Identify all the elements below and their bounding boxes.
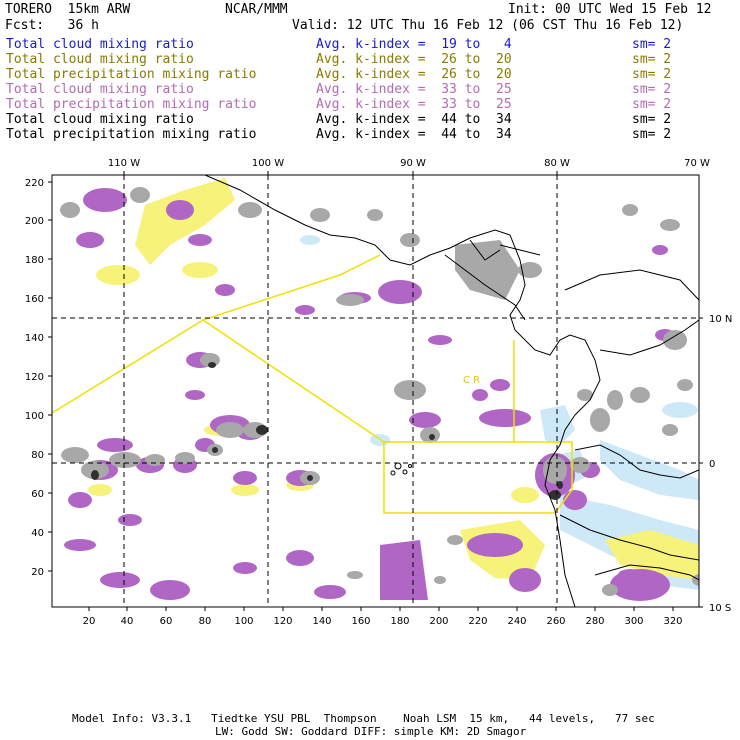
legend-field-3: Total cloud mixing ratio <box>6 82 194 97</box>
legend-kindex-6: Avg. k-index = 44 to 34 <box>316 127 512 142</box>
bottom-label: 80 <box>199 616 212 627</box>
legend-kindex-2: Avg. k-index = 26 to 20 <box>316 67 512 82</box>
legend-field-4: Total precipitation mixing ratio <box>6 97 257 112</box>
left-label: 120 <box>25 372 44 383</box>
bottom-label: 320 <box>663 616 682 627</box>
bottom-label: 220 <box>468 616 487 627</box>
legend-sm-1: sm= 2 <box>632 52 672 67</box>
left-label: 160 <box>25 294 44 305</box>
valid-time: Valid: 12 UTC Thu 16 Feb 12 (06 CST Thu … <box>292 18 684 33</box>
forecast-hour: Fcst: 36 h <box>5 18 99 33</box>
bottom-axis-labels: 20 40 60 80 100 120 140 160 180 200 220 … <box>83 616 683 627</box>
right-label: 10 S <box>709 603 731 614</box>
legend-kindex-1: Avg. k-index = 26 to 20 <box>316 52 512 67</box>
left-label: 20 <box>31 567 44 578</box>
legend-kindex-4: Avg. k-index = 33 to 25 <box>316 97 512 112</box>
model-info-line: Model Info: V3.3.1 Tiedtke YSU PBL Thomp… <box>72 712 655 725</box>
right-label: 10 N <box>709 314 732 325</box>
legend-sm-3: sm= 2 <box>632 82 672 97</box>
legend-field-2: Total precipitation mixing ratio <box>6 67 257 82</box>
left-label: 40 <box>31 528 44 539</box>
legend-kindex-0: Avg. k-index = 19 to 4 <box>316 37 512 52</box>
bottom-label: 60 <box>160 616 173 627</box>
bottom-label: 260 <box>546 616 565 627</box>
bottom-label: 100 <box>234 616 253 627</box>
legend-sm-5: sm= 2 <box>632 112 672 127</box>
bottom-label: 120 <box>273 616 292 627</box>
bottom-label: 140 <box>312 616 331 627</box>
map-frame <box>51 174 700 608</box>
legend-sm-0: sm= 2 <box>632 37 672 52</box>
org-label: NCAR/MMM <box>225 2 288 17</box>
bottom-label: 280 <box>585 616 604 627</box>
top-label: 110 W <box>108 158 140 169</box>
map-field <box>52 175 699 607</box>
top-label: 100 W <box>252 158 284 169</box>
right-label: 0 <box>709 459 715 470</box>
legend-sm-2: sm= 2 <box>632 67 672 82</box>
left-label: 200 <box>25 216 44 227</box>
left-axis-labels: 220 200 180 160 140 120 100 80 60 40 20 <box>25 178 44 578</box>
bottom-label: 240 <box>507 616 526 627</box>
bottom-label: 200 <box>429 616 448 627</box>
physics-info-line: LW: Godd SW: Goddard DIFF: simple KM: 2D… <box>215 725 527 738</box>
legend-field-1: Total cloud mixing ratio <box>6 52 194 67</box>
top-label: 90 W <box>400 158 426 169</box>
top-label: 80 W <box>544 158 570 169</box>
gray-shading <box>60 187 699 596</box>
legend-field-0: Total cloud mixing ratio <box>6 37 194 52</box>
left-label: 60 <box>31 489 44 500</box>
tick-marks <box>48 171 703 611</box>
legend-field-6: Total precipitation mixing ratio <box>6 127 257 142</box>
top-label: 70 W <box>684 158 710 169</box>
left-label: 140 <box>25 333 44 344</box>
legend-kindex-3: Avg. k-index = 33 to 25 <box>316 82 512 97</box>
left-label: 220 <box>25 178 44 189</box>
bottom-label: 40 <box>121 616 134 627</box>
right-axis-labels: 10 N 0 10 S <box>709 314 732 614</box>
model-title: TORERO 15km ARW <box>5 2 131 17</box>
left-label: 100 <box>25 411 44 422</box>
legend-kindex-5: Avg. k-index = 44 to 34 <box>316 112 512 127</box>
latlon-grid <box>52 175 699 607</box>
left-label: 180 <box>25 255 44 266</box>
bottom-label: 300 <box>624 616 643 627</box>
costa-rica-label: C R <box>463 375 480 386</box>
legend-field-5: Total cloud mixing ratio <box>6 112 194 127</box>
legend-sm-6: sm= 2 <box>632 127 672 142</box>
dark-cores <box>91 362 563 500</box>
coastlines <box>204 175 699 607</box>
legend-sm-4: sm= 2 <box>632 97 672 112</box>
left-label: 80 <box>31 450 44 461</box>
init-time: Init: 00 UTC Wed 15 Feb 12 <box>508 2 712 17</box>
bottom-label: 160 <box>351 616 370 627</box>
bottom-label: 20 <box>83 616 96 627</box>
top-axis-labels: 110 W 100 W 90 W 80 W 70 W <box>108 158 710 169</box>
bottom-label: 180 <box>390 616 409 627</box>
